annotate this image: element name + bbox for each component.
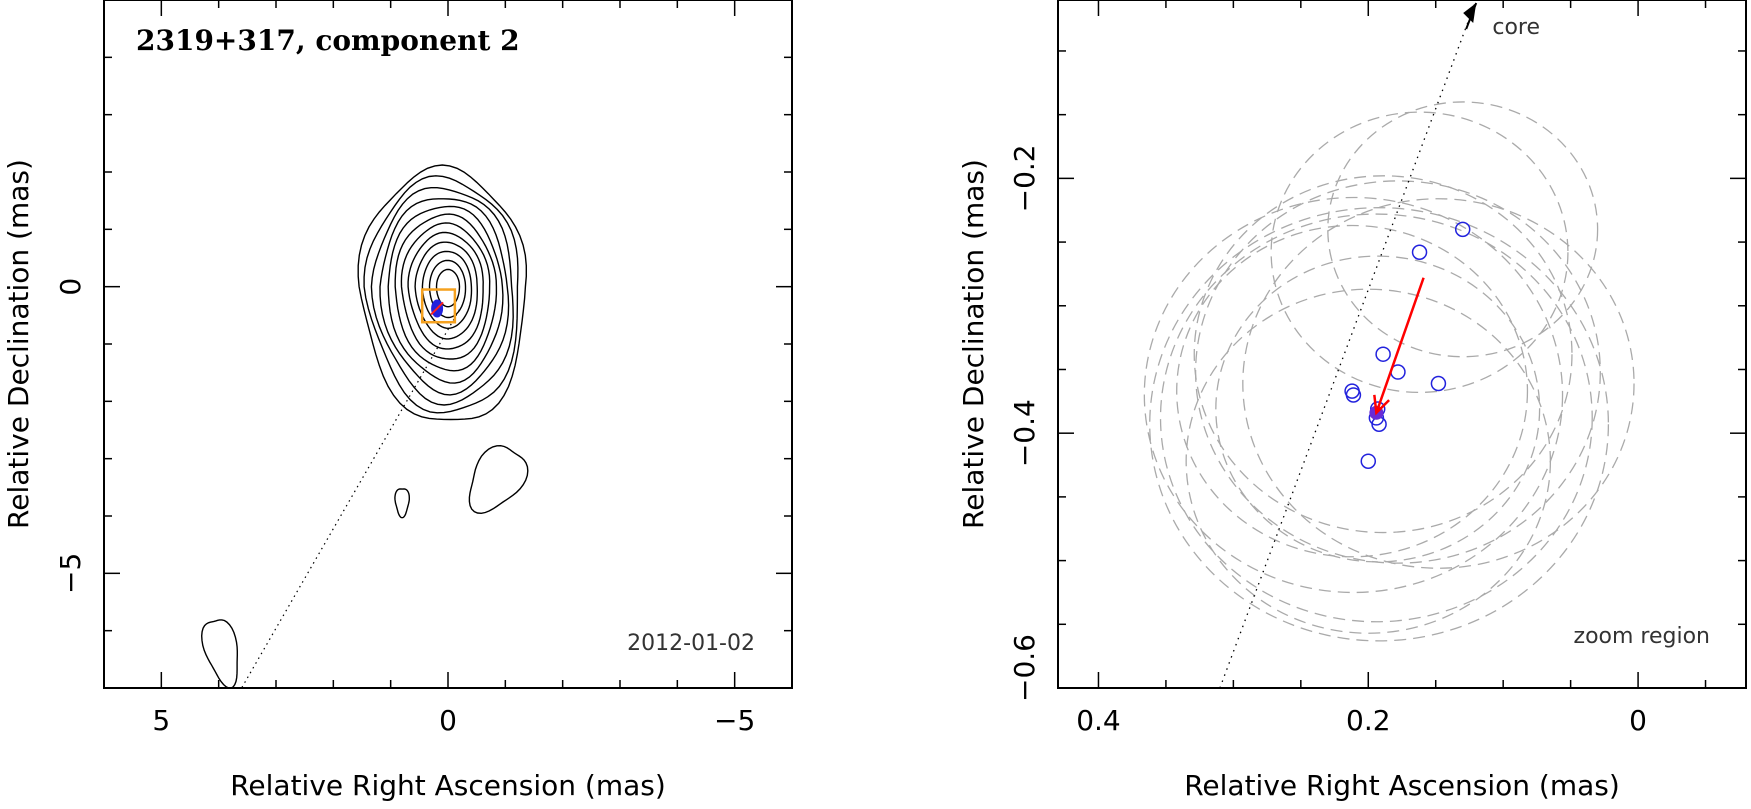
uncertainty-circle [1270,111,1569,394]
left-plot-frame [103,0,793,689]
y-tick-label: −0.6 [1008,634,1041,702]
uncertainty-circle [1185,288,1552,634]
left-x-axis-title: Relative Right Ascension (mas) [230,769,666,802]
x-tick-label: 0 [1629,704,1647,737]
right-x-axis-title: Relative Right Ascension (mas) [1184,769,1620,802]
contour-ring [394,213,498,372]
position-point [1360,453,1377,469]
contour-ring [379,198,510,396]
x-tick-label: 5 [152,704,170,737]
y-tick-label: −5 [54,553,87,594]
x-tick-label: 0 [439,704,457,737]
uncertainty-circle [1176,224,1529,558]
jet-direction-line [241,309,460,689]
contour-ring [400,222,491,360]
core-direction-line [1219,0,1477,688]
right-overlays [1219,0,1478,688]
x-tick-label: 0.4 [1076,704,1121,737]
contour-island [394,488,410,519]
uncertainty-circle [1327,101,1599,358]
left-panel-title: 2319+317, component 2 [136,24,520,57]
position-point [1345,387,1362,403]
contour-ring [387,205,504,384]
zoom-box [420,288,457,324]
uncertainty-circle [1215,255,1541,563]
uncertainty-circle [1143,196,1564,594]
uncertainty-circle [1159,213,1593,623]
zoom-region-annotation: zoom region [1574,624,1710,649]
uncertainty-circle [1242,198,1635,569]
left-overlays [241,288,460,689]
left-panel-contour-map: 5 0 −5 0 −5 2319+317, component 2 2012-01-02… [2,0,793,802]
position-point [1454,221,1471,238]
right-axis-ticks: 0.4 0.2 0 −0.2 −0.4 −0.6 [1008,0,1746,737]
right-y-axis-title: Relative Declination (mas) [957,159,990,529]
core-arrowhead [1463,3,1477,23]
uncertainty-circle [1194,180,1601,564]
left-axis-ticks: 5 0 −5 0 −5 [54,0,793,737]
position-point [1375,346,1391,362]
contour-ring [370,186,514,406]
component-motion-mark [430,301,444,316]
contour-ring [414,241,479,340]
x-tick-label: 0.2 [1346,704,1391,737]
left-y-axis-title: Relative Declination (mas) [2,159,35,529]
position-point [1430,375,1447,392]
right-plot-frame [1057,0,1747,689]
contour-ring [407,231,484,350]
x-tick-label: −5 [714,704,755,737]
contour-island [468,444,529,515]
core-annotation: core [1492,15,1540,40]
motion-arrowhead [1373,394,1390,416]
y-tick-label: −0.4 [1008,399,1041,467]
y-tick-label: −0.2 [1008,144,1041,212]
core-arrow-shaft [1465,2,1478,30]
uncertainty-circles [1143,101,1635,642]
contour-map [200,164,529,689]
right-panel-zoom: 0.4 0.2 0 −0.2 −0.4 −0.6 core zoom region Rel… [957,0,1747,802]
uncertainty-circle [1193,175,1573,534]
uncertainty-circle [1149,207,1610,642]
epoch-label: 2012-01-02 [627,631,755,656]
contour-ring [357,164,527,421]
y-tick-label: 0 [54,278,87,296]
contour-island [200,619,239,689]
motion-arrow-shaft [1375,277,1425,414]
position-point [1411,244,1428,261]
contour-ring [363,175,519,414]
